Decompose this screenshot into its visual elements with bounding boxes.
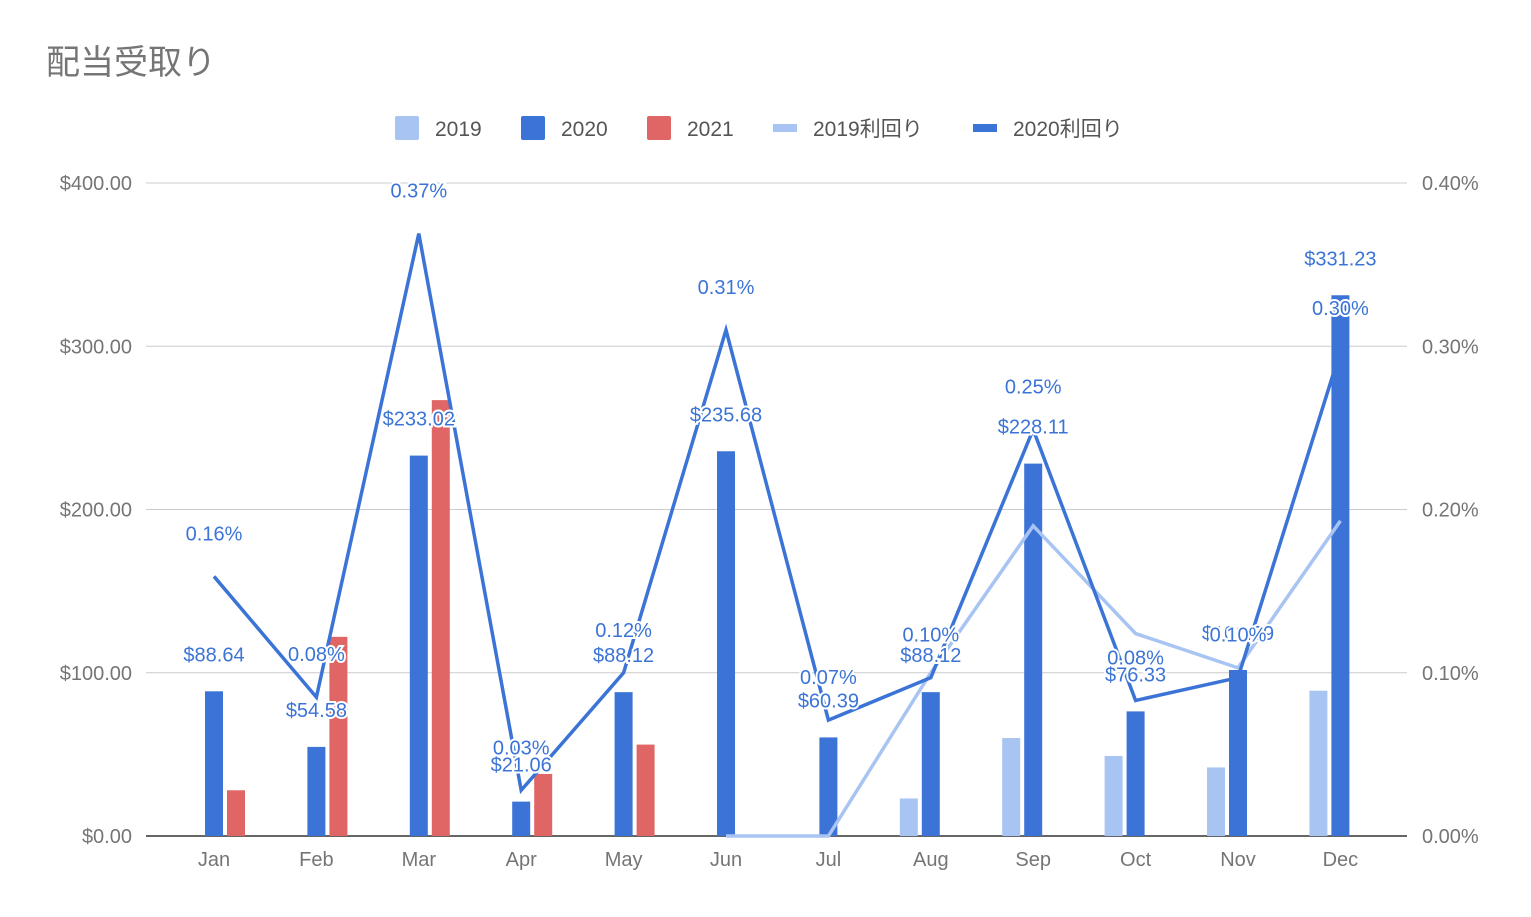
bars bbox=[205, 295, 1350, 836]
legend-label-2020利回り: 2020利回り bbox=[1013, 118, 1123, 141]
bar-2020-May bbox=[614, 692, 633, 836]
line-2019利回り bbox=[726, 519, 1342, 838]
bar-2020-Mar bbox=[409, 455, 428, 836]
legend-swatch-2021 bbox=[647, 116, 671, 140]
bar-2021-May bbox=[636, 744, 655, 836]
bar-2020-Oct bbox=[1126, 711, 1145, 836]
line-value-label: 0.30% bbox=[1312, 298, 1369, 320]
bar-2019-Oct bbox=[1104, 756, 1123, 836]
left-tick-label: $100.00 bbox=[60, 663, 132, 685]
bar-2020-Nov bbox=[1229, 669, 1247, 836]
legend-swatch-2020 bbox=[521, 116, 545, 140]
x-tick-label: Oct bbox=[1120, 849, 1152, 871]
left-tick-label: $200.00 bbox=[60, 500, 132, 522]
bar-2020-Jan bbox=[205, 691, 223, 836]
legend-label-2019: 2019 bbox=[435, 118, 482, 141]
line-2020利回り bbox=[212, 233, 1343, 795]
legend-label-2020: 2020 bbox=[561, 118, 608, 141]
x-tick-label: Jul bbox=[816, 849, 842, 871]
x-tick-label: Feb bbox=[299, 849, 333, 871]
bar-2019-Dec bbox=[1309, 690, 1328, 836]
line-value-label: 0.37% bbox=[390, 181, 447, 203]
x-tick-label: Jan bbox=[198, 849, 230, 871]
data-labels: $88.64 $54.58 $233.02 $21.06 $88.12 $235.68 $6… bbox=[181, 179, 1378, 779]
right-tick-label: 0.10% bbox=[1422, 663, 1479, 685]
bar-value-label: $88.12 bbox=[900, 645, 961, 667]
x-tick-label: Dec bbox=[1323, 849, 1359, 871]
bar-2019-Nov bbox=[1207, 767, 1225, 836]
line-value-label: 0.08% bbox=[288, 644, 345, 666]
bar-value-label: $235.68 bbox=[690, 404, 762, 426]
bar-value-label: $76.33 bbox=[1105, 664, 1166, 686]
bar-value-label: $101.69 bbox=[1202, 623, 1274, 645]
bar-value-label: $88.12 bbox=[593, 645, 654, 667]
bar-2020-Dec bbox=[1331, 295, 1350, 836]
bar-2020-Jun bbox=[717, 451, 735, 836]
line-value-label: 0.10% bbox=[1210, 625, 1267, 647]
line-value-label: 0.03% bbox=[493, 737, 550, 759]
right-tick-label: 0.20% bbox=[1422, 500, 1479, 522]
line-value-label: 0.07% bbox=[800, 667, 857, 689]
bar-2019-Sep bbox=[1002, 738, 1021, 836]
right-tick-label: 0.40% bbox=[1422, 173, 1479, 195]
bar-2020-Jul bbox=[819, 737, 838, 836]
bar-value-label: $331.23 bbox=[1304, 248, 1376, 270]
x-tick-label: Apr bbox=[506, 849, 537, 871]
legend: 2019 2020 2021 2019利回り 2020利回り bbox=[395, 116, 1123, 141]
right-axis-ticks: 0.00% 0.10% 0.20% 0.30% 0.40% bbox=[1422, 173, 1479, 848]
bar-2021-Feb bbox=[329, 636, 348, 836]
x-tick-label: Sep bbox=[1015, 849, 1051, 871]
bar-value-label: $88.64 bbox=[183, 644, 244, 666]
bar-2019-Aug bbox=[899, 798, 918, 836]
legend-swatch-2020利回り bbox=[973, 124, 997, 132]
line-value-label: 0.08% bbox=[1107, 648, 1164, 670]
bar-value-label: $228.11 bbox=[998, 417, 1069, 439]
bar-2020-Sep bbox=[1024, 463, 1043, 836]
legend-swatch-2019利回り bbox=[773, 124, 797, 132]
left-tick-label: $0.00 bbox=[82, 826, 132, 848]
bar-value-label: $233.02 bbox=[383, 409, 455, 431]
lines bbox=[212, 233, 1343, 838]
legend-swatch-2019 bbox=[395, 116, 419, 140]
legend-label-2019利回り: 2019利回り bbox=[813, 118, 923, 141]
line-value-label: 0.31% bbox=[698, 277, 755, 299]
bar-value-label: $60.39 bbox=[798, 690, 859, 712]
left-tick-label: $400.00 bbox=[60, 173, 132, 195]
bar-2020-Feb bbox=[307, 746, 326, 836]
left-axis-ticks: $0.00 $100.00 $200.00 $300.00 $400.00 bbox=[60, 173, 132, 848]
line-value-label: 0.25% bbox=[1005, 377, 1062, 399]
bar-2021-Jan bbox=[227, 790, 245, 836]
x-axis-ticks: Jan Feb Mar Apr May Jun Jul Aug Sep Oct Nov Dec bbox=[198, 849, 1358, 871]
line-value-label: 0.12% bbox=[595, 620, 652, 642]
bar-value-label: $21.06 bbox=[491, 755, 552, 777]
bar-2021-Mar bbox=[431, 400, 450, 836]
chart-title: 配当受取り bbox=[46, 44, 216, 82]
bar-value-label: $54.58 bbox=[286, 700, 347, 722]
bar-2021-Apr bbox=[534, 773, 553, 836]
x-tick-label: Aug bbox=[913, 849, 949, 871]
bar-2020-Aug bbox=[921, 692, 940, 836]
line-value-label: 0.10% bbox=[902, 625, 959, 647]
bar-2020-Apr bbox=[512, 801, 531, 836]
line-value-label: 0.16% bbox=[186, 523, 243, 545]
right-tick-label: 0.00% bbox=[1422, 826, 1479, 848]
x-tick-label: Jun bbox=[710, 849, 742, 871]
right-tick-label: 0.30% bbox=[1422, 336, 1479, 358]
left-tick-label: $300.00 bbox=[60, 336, 132, 358]
legend-label-2021: 2021 bbox=[687, 118, 734, 141]
x-tick-label: May bbox=[605, 849, 643, 871]
x-tick-label: Nov bbox=[1220, 849, 1256, 871]
x-tick-label: Mar bbox=[402, 849, 437, 871]
